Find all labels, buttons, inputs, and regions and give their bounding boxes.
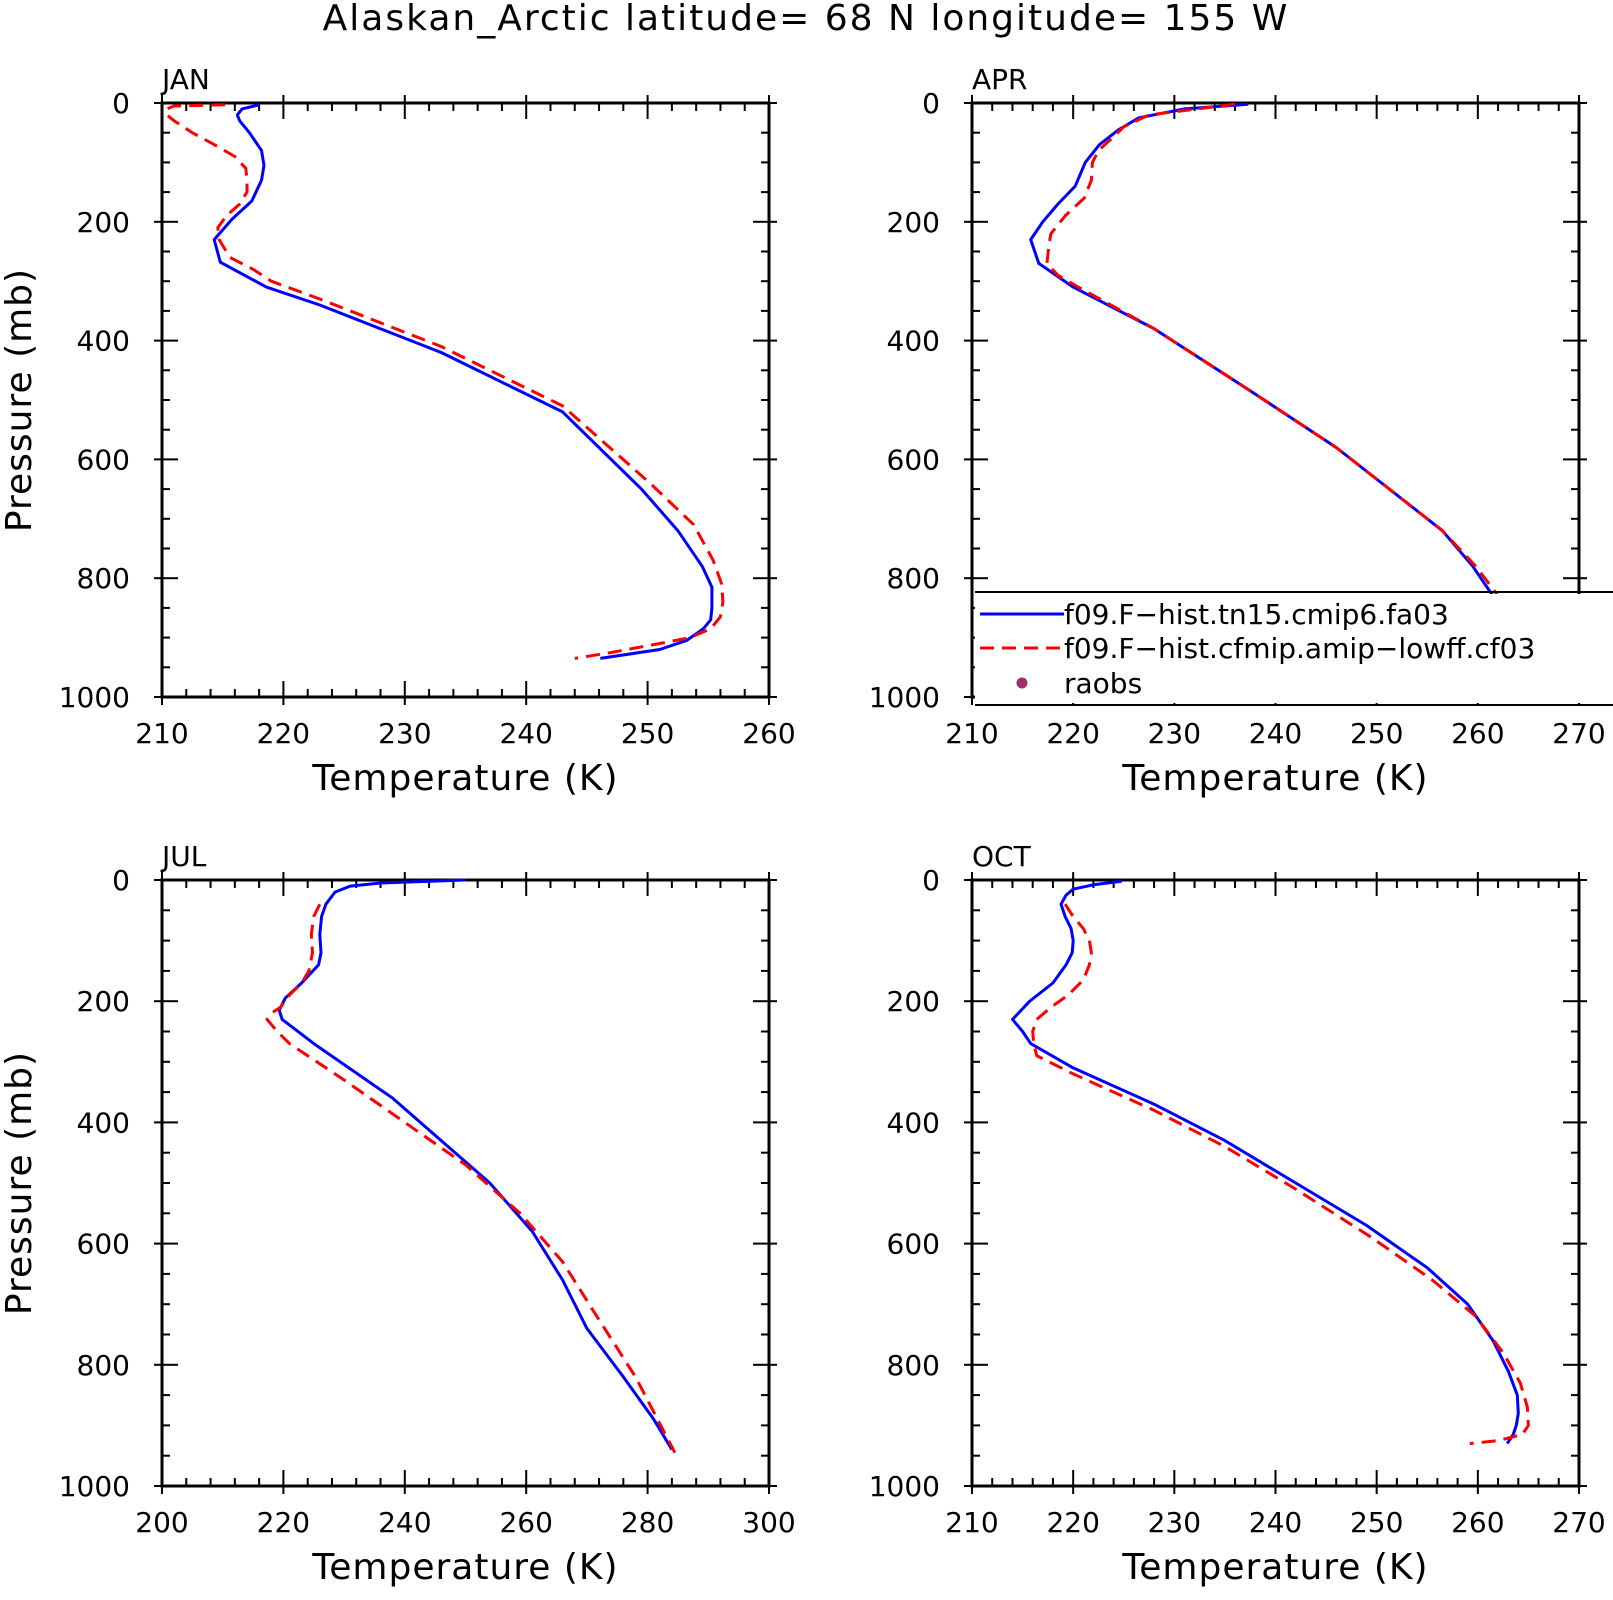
y-tick-label: 400 bbox=[887, 1106, 940, 1139]
y-tick-label: 400 bbox=[77, 325, 130, 358]
x-tick-label: 260 bbox=[742, 717, 795, 750]
x-tick-label: 270 bbox=[1552, 717, 1605, 750]
figure-title: Alaskan_Arctic latitude= 68 N longitude=… bbox=[323, 0, 1290, 39]
x-axis-label: Temperature (K) bbox=[311, 758, 618, 799]
x-tick-label: 210 bbox=[945, 1506, 998, 1539]
x-axis-label: Temperature (K) bbox=[1121, 758, 1428, 799]
x-tick-label: 250 bbox=[621, 717, 674, 750]
y-tick-label: 600 bbox=[77, 1228, 130, 1261]
y-tick-label: 0 bbox=[922, 87, 940, 120]
y-tick-label: 400 bbox=[887, 325, 940, 358]
y-tick-label: 400 bbox=[77, 1106, 130, 1139]
x-tick-label: 300 bbox=[742, 1506, 795, 1539]
y-tick-label: 0 bbox=[112, 87, 130, 120]
y-tick-label: 200 bbox=[77, 985, 130, 1018]
y-tick-label: 1000 bbox=[869, 1470, 940, 1503]
y-tick-label: 1000 bbox=[59, 1470, 130, 1503]
panel-label: JAN bbox=[160, 63, 210, 96]
x-tick-label: 230 bbox=[378, 717, 431, 750]
y-axis-label: Pressure (mb) bbox=[0, 1051, 40, 1315]
panel-label: APR bbox=[972, 63, 1028, 96]
y-axis-label: Pressure (mb) bbox=[0, 268, 40, 532]
x-tick-label: 200 bbox=[135, 1506, 188, 1539]
series-line-cf03 bbox=[165, 103, 725, 660]
x-tick-label: 280 bbox=[621, 1506, 674, 1539]
x-tick-label: 210 bbox=[945, 717, 998, 750]
x-tick-label: 240 bbox=[499, 717, 552, 750]
series-line-cf03 bbox=[1031, 903, 1530, 1446]
x-tick-label: 220 bbox=[257, 1506, 310, 1539]
legend-marker-dot bbox=[1016, 677, 1028, 689]
x-tick-label: 240 bbox=[378, 1506, 431, 1539]
series-line-fa03 bbox=[1011, 879, 1520, 1445]
x-axis-label: Temperature (K) bbox=[1121, 1547, 1428, 1588]
x-tick-label: 260 bbox=[1451, 717, 1504, 750]
y-tick-label: 600 bbox=[77, 443, 130, 476]
y-tick-label: 800 bbox=[77, 562, 130, 595]
x-tick-label: 230 bbox=[1148, 717, 1201, 750]
y-tick-label: 800 bbox=[887, 562, 940, 595]
series-line-fa03 bbox=[277, 878, 674, 1451]
legend-label: raobs bbox=[1064, 667, 1142, 700]
x-tick-label: 250 bbox=[1350, 1506, 1403, 1539]
legend-background bbox=[975, 594, 1613, 703]
plot-frame bbox=[160, 878, 771, 1488]
y-tick-label: 600 bbox=[887, 443, 940, 476]
y-tick-label: 200 bbox=[77, 206, 130, 239]
x-tick-label: 230 bbox=[1148, 1506, 1201, 1539]
x-tick-label: 260 bbox=[499, 1506, 552, 1539]
y-tick-label: 0 bbox=[922, 864, 940, 897]
y-tick-label: 200 bbox=[887, 985, 940, 1018]
plot-frame bbox=[160, 101, 771, 699]
panel-label: JUL bbox=[160, 840, 207, 873]
series-line-fa03 bbox=[212, 103, 714, 660]
x-tick-label: 240 bbox=[1249, 717, 1302, 750]
x-tick-label: 220 bbox=[1046, 1506, 1099, 1539]
x-tick-label: 210 bbox=[135, 717, 188, 750]
x-tick-label: 250 bbox=[1350, 717, 1403, 750]
legend: f09.F−hist.tn15.cmip6.fa03f09.F−hist.cfm… bbox=[975, 591, 1613, 706]
x-tick-label: 240 bbox=[1249, 1506, 1302, 1539]
x-axis-label: Temperature (K) bbox=[311, 1547, 618, 1588]
y-tick-label: 1000 bbox=[59, 681, 130, 714]
y-tick-label: 800 bbox=[77, 1349, 130, 1382]
x-tick-label: 270 bbox=[1552, 1506, 1605, 1539]
legend-label: f09.F−hist.tn15.cmip6.fa03 bbox=[1064, 598, 1449, 631]
x-tick-label: 220 bbox=[1046, 717, 1099, 750]
legend-label: f09.F−hist.cfmip.amip−lowff.cf03 bbox=[1064, 632, 1535, 665]
series-line-fa03 bbox=[1029, 102, 1504, 660]
series-line-cf03 bbox=[1045, 102, 1507, 657]
y-tick-label: 200 bbox=[887, 206, 940, 239]
x-tick-label: 260 bbox=[1451, 1506, 1504, 1539]
y-tick-label: 600 bbox=[887, 1228, 940, 1261]
y-tick-label: 1000 bbox=[869, 681, 940, 714]
y-tick-label: 800 bbox=[887, 1349, 940, 1382]
y-tick-label: 0 bbox=[112, 864, 130, 897]
x-tick-label: 220 bbox=[257, 717, 310, 750]
panel-label: OCT bbox=[972, 840, 1032, 873]
series-line-cf03 bbox=[265, 903, 677, 1454]
